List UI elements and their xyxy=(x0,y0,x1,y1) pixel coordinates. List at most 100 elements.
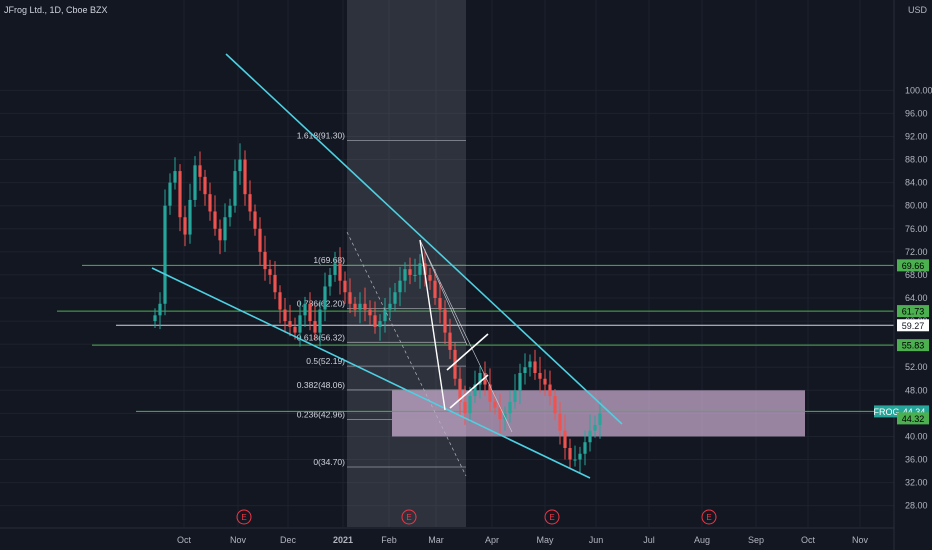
price-tick-label: 52.00 xyxy=(905,362,928,372)
level-tag-59-bg xyxy=(897,319,929,332)
symbol-tag-bg xyxy=(874,405,899,418)
time-tick-label: Nov xyxy=(852,535,869,545)
earnings-marker-label: E xyxy=(241,513,246,522)
candle-body xyxy=(438,297,442,310)
candle-body xyxy=(298,315,302,333)
price-tick-label: 72.00 xyxy=(905,247,928,257)
candle-body xyxy=(413,274,417,276)
candle-body xyxy=(403,269,407,281)
candle-body xyxy=(418,263,422,275)
candle-body xyxy=(198,165,202,177)
candle-body xyxy=(528,361,532,368)
candle-body xyxy=(208,194,212,212)
candle-body xyxy=(268,269,272,275)
candle-body xyxy=(188,199,192,235)
candle-body xyxy=(363,303,367,310)
candle-body xyxy=(548,384,552,397)
candle-body xyxy=(388,303,392,310)
fib-level-label: 0.618(56.32) xyxy=(297,332,345,342)
earnings-marker-label: E xyxy=(706,513,711,522)
earnings-marker-label: E xyxy=(549,513,554,522)
candle-body xyxy=(318,309,322,333)
candle-body xyxy=(368,309,372,316)
price-tick-label: 100.00 xyxy=(905,85,932,95)
candle-body xyxy=(453,349,457,379)
candle-body xyxy=(513,390,517,402)
candle-body xyxy=(558,413,562,431)
candle-body xyxy=(478,372,482,385)
price-tick-label: 80.00 xyxy=(905,201,928,211)
fib-level-label: 1(69.68) xyxy=(313,255,345,265)
time-tick-label: Dec xyxy=(280,535,297,545)
candle-body xyxy=(483,372,487,385)
candle-body xyxy=(383,309,387,322)
candle-body xyxy=(458,378,462,402)
candle-body xyxy=(173,171,177,183)
candle-body xyxy=(193,165,197,200)
price-tick-label: 96.00 xyxy=(905,108,928,118)
price-tick-label: 92.00 xyxy=(905,131,928,141)
candle-body xyxy=(248,194,252,212)
candle-body xyxy=(163,205,167,304)
earnings-marker-circle[interactable] xyxy=(236,509,252,525)
price-tick-label: 76.00 xyxy=(905,224,928,234)
candle-body xyxy=(333,263,337,275)
channel-lower-line[interactable] xyxy=(151,267,591,479)
last-price-tag2: 44.32 xyxy=(902,414,925,424)
currency-label: USD xyxy=(908,5,928,15)
candle-body xyxy=(273,274,277,293)
fib-level-label: 1.618(91.30) xyxy=(297,131,345,141)
earnings-marker-circle[interactable] xyxy=(401,509,417,525)
time-tick-label: Sep xyxy=(748,535,764,545)
level-tag-69-bg xyxy=(897,259,929,272)
level-tag-61: 61.73 xyxy=(902,307,925,317)
candle-body xyxy=(468,396,472,414)
candle-body xyxy=(258,228,262,252)
time-tick-label: Jun xyxy=(589,535,604,545)
last-price-tag: 44.34 xyxy=(903,407,926,417)
candle-body xyxy=(203,176,207,195)
time-axis[interactable]: Oct Nov Dec 2021 Feb Mar Apr May Jun Jul Aug Sep Oct… xyxy=(177,535,869,545)
symbol-title: JFrog Ltd., 1D, Cboe BZX xyxy=(4,5,108,15)
candle-body xyxy=(308,303,312,322)
candle-body xyxy=(408,269,412,275)
price-tick-label: 32.00 xyxy=(905,478,928,488)
candle-body xyxy=(263,251,267,270)
price-tick-label: 64.00 xyxy=(905,293,928,303)
candle-body xyxy=(158,303,162,316)
candle-body xyxy=(373,315,377,327)
candle-body xyxy=(348,292,352,304)
candle-body xyxy=(243,159,247,195)
candle-body xyxy=(398,280,402,293)
candle-body xyxy=(323,286,327,310)
candle-body xyxy=(563,430,567,448)
candle-body xyxy=(568,447,572,460)
time-tick-label: Aug xyxy=(694,535,710,545)
fib-level-label: 0.786(62.20) xyxy=(297,298,345,308)
candle-body xyxy=(153,315,157,322)
fib-level-label: 0.5(52.19) xyxy=(306,356,345,366)
price-axis[interactable]: 100.00 96.00 92.00 88.00 84.00 80.00 76.00 72.0… xyxy=(905,85,932,510)
price-tick-label: 28.00 xyxy=(905,501,928,511)
flag-pole xyxy=(419,239,446,411)
candle-body xyxy=(353,303,357,310)
candle-body xyxy=(598,413,602,425)
candle-body xyxy=(578,453,582,460)
candle-body xyxy=(583,442,587,454)
candle-body xyxy=(428,274,432,281)
candle-body xyxy=(303,303,307,316)
candle-body xyxy=(538,372,542,379)
earnings-marker-circle[interactable] xyxy=(544,509,560,525)
candle-body xyxy=(218,228,222,241)
channel-upper-line[interactable] xyxy=(225,53,623,425)
fib-shaded-region xyxy=(347,0,466,527)
candle-body xyxy=(573,459,577,461)
time-tick-label: Apr xyxy=(485,535,499,545)
price-tick-label: 68.00 xyxy=(905,270,928,280)
candle-body xyxy=(328,274,332,287)
earnings-marker-circle[interactable] xyxy=(701,509,717,525)
